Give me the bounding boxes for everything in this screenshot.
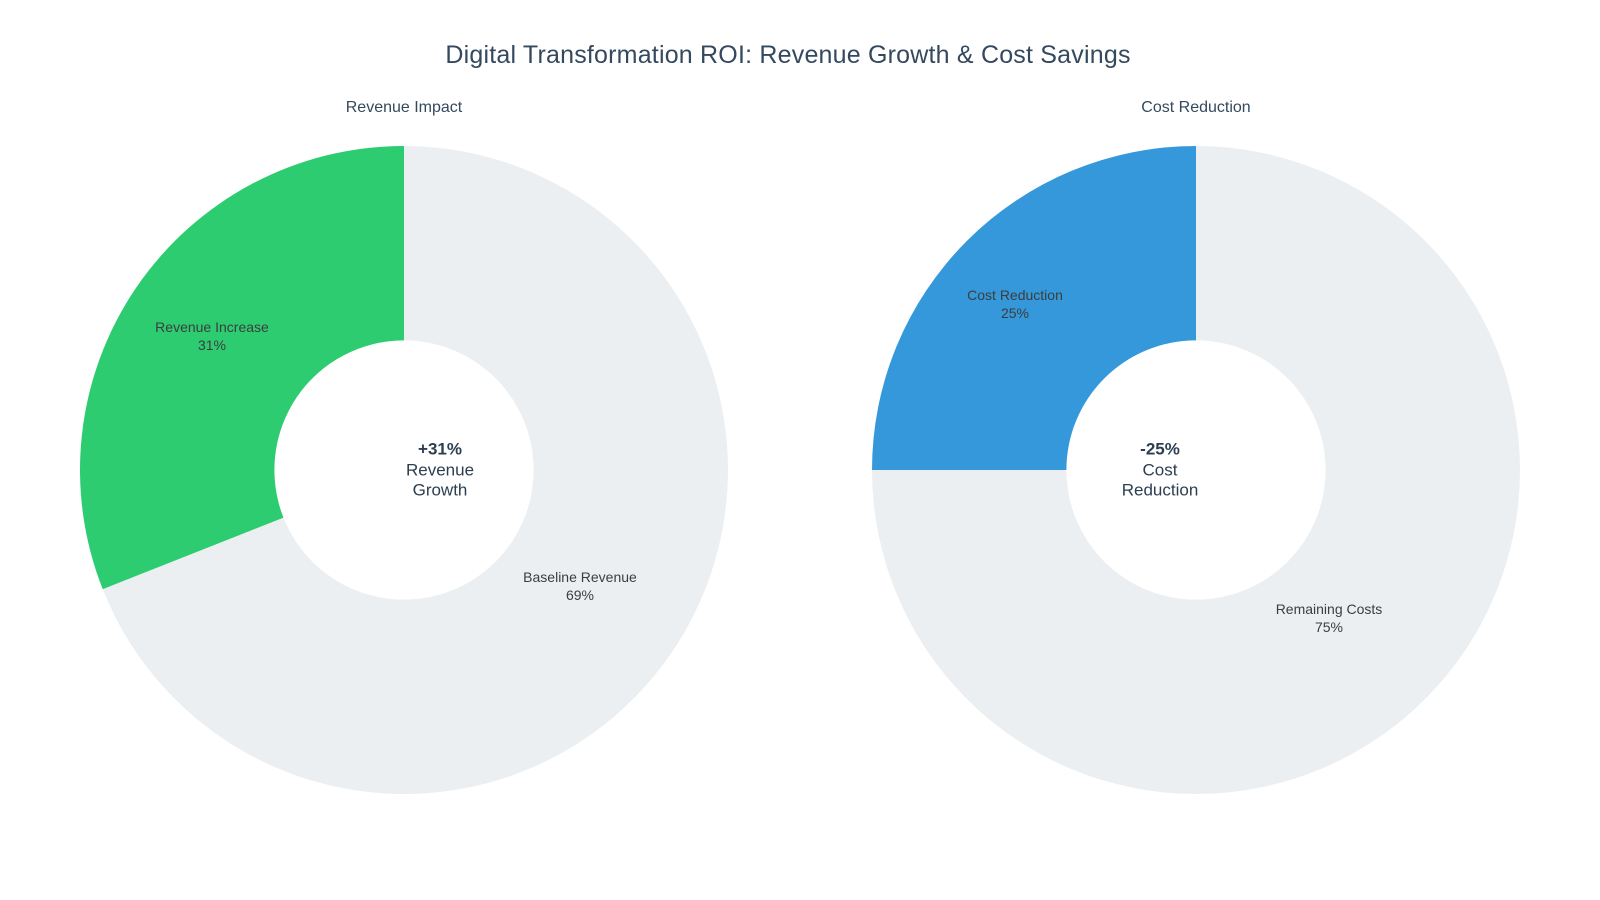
slice-label-revenue-increase: Revenue Increase 31% xyxy=(155,319,269,353)
annotation-value: +31% xyxy=(418,439,462,459)
pie-slice-baseline-revenue[interactable] xyxy=(102,146,728,794)
slice-label-baseline-revenue: Baseline Revenue 69% xyxy=(523,569,637,603)
slice-label-remaining-costs: Remaining Costs 75% xyxy=(1276,601,1383,635)
subplot-title-revenue-impact: Revenue Impact xyxy=(345,99,463,116)
pie-slice-revenue-increase[interactable] xyxy=(79,146,404,590)
chart-title: Digital Transformation ROI: Revenue Grow… xyxy=(445,41,1131,69)
center-annotation-cost-reduction: -25% Cost Reduction xyxy=(1122,439,1199,501)
annotation-line: Revenue xyxy=(405,459,475,479)
center-annotation-revenue-growth: +31% Revenue Growth xyxy=(406,439,474,501)
annotation-line: Growth xyxy=(412,480,468,500)
subplot-title-cost-reduction: Cost Reduction xyxy=(1141,99,1251,116)
annotation-value: -25% xyxy=(1140,439,1180,459)
annotation-line: Cost xyxy=(1142,459,1178,479)
slice-label-cost-reduction: Cost Reduction 25% xyxy=(967,287,1063,321)
annotation-line: Reduction xyxy=(1121,480,1199,500)
pie-slice-cost-reduction[interactable] xyxy=(872,146,1196,470)
pie-slice-remaining-costs[interactable] xyxy=(872,146,1520,794)
